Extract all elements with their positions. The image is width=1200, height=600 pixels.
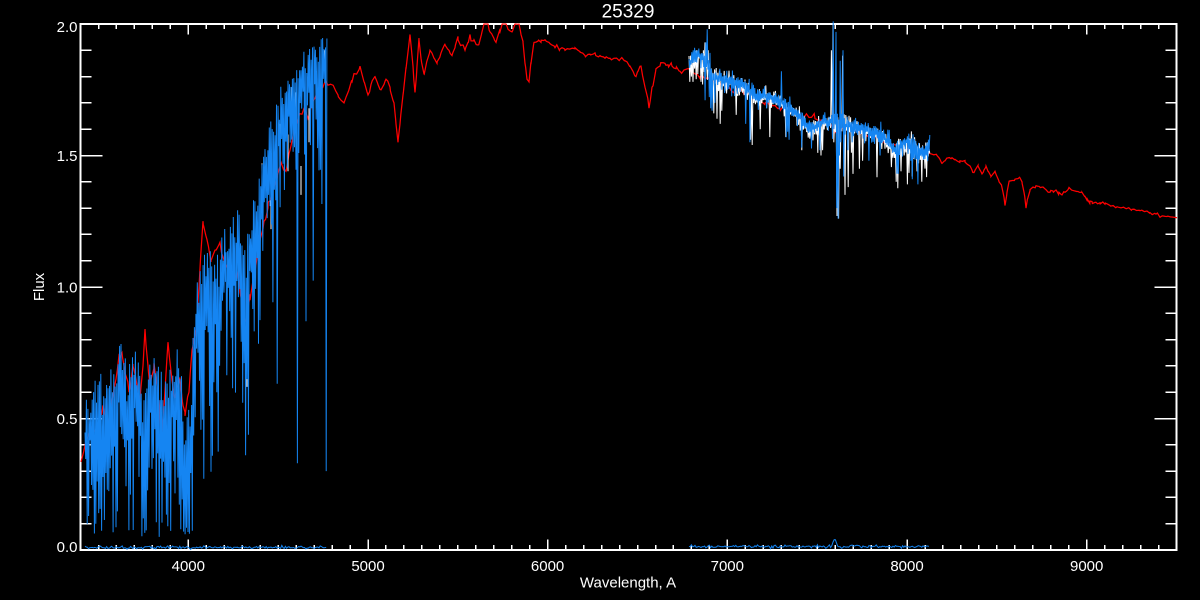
svg-text:0.0: 0.0 xyxy=(57,539,78,556)
svg-text:2.0: 2.0 xyxy=(57,19,78,36)
svg-text:0.5: 0.5 xyxy=(57,411,78,428)
svg-text:4000: 4000 xyxy=(172,558,205,575)
svg-text:1.0: 1.0 xyxy=(57,279,78,296)
svg-text:8000: 8000 xyxy=(890,558,923,575)
svg-text:5000: 5000 xyxy=(351,558,384,575)
svg-text:1.5: 1.5 xyxy=(57,148,78,165)
svg-text:25329: 25329 xyxy=(602,2,655,23)
svg-text:Wavelength, A: Wavelength, A xyxy=(580,575,676,592)
svg-text:Flux: Flux xyxy=(31,272,48,301)
svg-text:7000: 7000 xyxy=(711,558,744,575)
svg-text:6000: 6000 xyxy=(531,558,564,575)
svg-text:9000: 9000 xyxy=(1070,558,1103,575)
